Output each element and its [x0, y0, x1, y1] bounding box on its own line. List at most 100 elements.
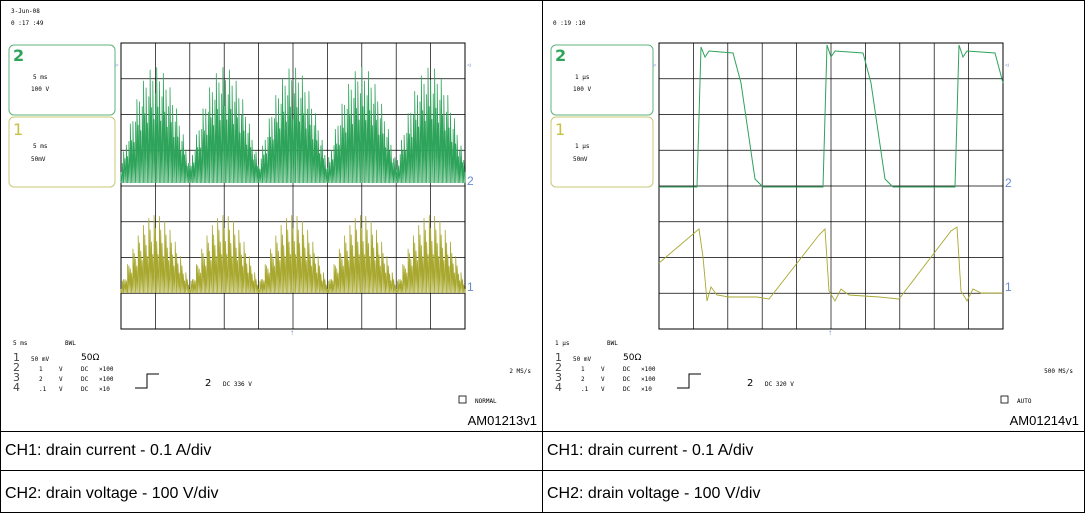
footer-ch4-row-probe: ×10 [99, 386, 110, 393]
footer-ch2-row-probe: ×100 [99, 366, 114, 373]
ch1-drain-current-trace [120, 215, 466, 294]
footer-ch4-row-probe: ×10 [641, 386, 652, 393]
ch2-timebase: 1 μs [575, 74, 590, 81]
ch1-drain-current-trace [658, 226, 1003, 302]
footer-ch2-row-probe: ×100 [641, 366, 656, 373]
ch1-ground-marker: 1 [1005, 280, 1012, 294]
footer-ch4-row-num: 4 [555, 381, 562, 394]
figure-tag: AM01213v1 [468, 413, 537, 428]
footer-ch3-row-unit: V [601, 376, 605, 383]
acquire-mode-box [1000, 395, 1009, 404]
figure-tag: AM01214v1 [1010, 413, 1079, 428]
right-trigger-marker: ◃ [1005, 62, 1009, 69]
footer-ch3-row-scale: 2 [39, 376, 43, 383]
time-readout: 0 :17 :49 [11, 20, 44, 27]
caption-left-ch2: CH2: drain voltage - 100 V/div [0, 470, 543, 513]
caption-text: CH2: drain voltage - 100 V/div [5, 485, 219, 502]
right-trigger-marker: ◃ [467, 62, 471, 69]
ch2-ground-marker: 2 [1005, 176, 1012, 190]
date-readout: 3-Jun-08 [11, 8, 40, 15]
ch1-ground-marker: 1 [467, 280, 474, 294]
footer-ch2-row-num: 2 [555, 361, 562, 374]
ch2-info-box [8, 44, 116, 116]
footer-ch4-row-coupling: DC [623, 386, 631, 393]
footer-ch3-row-probe: ×100 [99, 376, 114, 383]
footer-ch3-row-num: 3 [555, 371, 562, 384]
footer-ch3-row-scale: 2 [581, 376, 585, 383]
footer-ch2-row-unit: V [601, 366, 605, 373]
footer-ch2-row-scale: 1 [39, 366, 43, 373]
footer-ch1-row-num: 1 [555, 351, 562, 364]
footer-ch1-row-impedance: 50Ω [623, 353, 641, 363]
footer-ch3-row-unit: V [59, 376, 63, 383]
footer-ch3-row-probe: ×100 [641, 376, 656, 383]
ch2-volts-div: 100 V [573, 86, 591, 93]
trigger-edge-icon [677, 373, 701, 389]
sample-rate: 500 MS/s [1044, 368, 1073, 375]
caption-text: CH1: drain current - 0.1 A/div [547, 442, 754, 459]
footer-bwl: BWL [607, 340, 618, 347]
footer-timebase: 1 μs [555, 340, 570, 347]
caption-text: CH1: drain current - 0.1 A/div [5, 442, 212, 459]
caption-right-ch1: CH1: drain current - 0.1 A/div [542, 431, 1085, 471]
left-trigger-marker: ▹ [115, 62, 119, 69]
footer-ch3-row-num: 3 [13, 371, 20, 384]
footer-ch4-row-scale: .1 [581, 386, 589, 393]
ch2-drain-voltage-trace [659, 44, 1004, 188]
left-trigger-marker: ▹ [653, 62, 657, 69]
ch1-info-box [8, 116, 116, 188]
ch2-ground-marker: 2 [467, 174, 474, 188]
ch2-drain-voltage-trace [120, 66, 466, 184]
ch1-number: 1 [13, 120, 23, 139]
acquire-mode-box [458, 395, 467, 404]
ch2-timebase: 5 ms [33, 74, 48, 81]
footer-ch4-row-unit: V [59, 386, 63, 393]
footer-ch1-row-volts: 50 mV [573, 356, 591, 363]
trigger-position-marker: ↑ [290, 328, 294, 337]
footer-ch2-row-num: 2 [13, 361, 20, 374]
caption-text: CH2: drain voltage - 100 V/div [547, 485, 761, 502]
acquire-mode: NORMAL [475, 398, 497, 405]
trigger-edge-icon [135, 373, 159, 389]
footer-ch2-row-unit: V [59, 366, 63, 373]
ch1-volts-div: 50mV [31, 156, 46, 163]
trigger-channel: 2 [205, 378, 211, 389]
trigger-position-marker: ↑ [828, 328, 832, 337]
ch2-number: 2 [13, 46, 24, 65]
ch2-number: 2 [555, 46, 566, 65]
footer-ch2-row-coupling: DC [623, 366, 631, 373]
ch1-timebase: 1 μs [575, 143, 590, 150]
footer-ch4-row-scale: .1 [39, 386, 47, 393]
caption-left-ch1: CH1: drain current - 0.1 A/div [0, 431, 543, 471]
time-readout: 0 :19 :10 [553, 20, 586, 27]
trigger-level: DC 336 V [223, 381, 252, 388]
ch2-info-box [550, 44, 654, 116]
footer-ch1-row-volts: 50 mV [31, 356, 49, 363]
sample-rate: 2 MS/s [509, 368, 531, 375]
trigger-level: DC 320 V [765, 381, 794, 388]
footer-ch2-row-coupling: DC [81, 366, 89, 373]
footer-ch4-row-unit: V [601, 386, 605, 393]
ch1-volts-div: 50mV [573, 156, 588, 163]
acquire-mode: AUTO [1017, 398, 1032, 405]
caption-right-ch2: CH2: drain voltage - 100 V/div [542, 470, 1085, 513]
footer-ch3-row-coupling: DC [81, 376, 89, 383]
ch1-timebase: 5 ms [33, 143, 48, 150]
footer-ch2-row-scale: 1 [581, 366, 585, 373]
footer-ch4-row-coupling: DC [81, 386, 89, 393]
footer-ch3-row-coupling: DC [623, 376, 631, 383]
footer-timebase: 5 ms [13, 340, 28, 347]
footer-bwl: BWL [65, 340, 76, 347]
ch1-info-box [550, 116, 654, 188]
footer-ch4-row-num: 4 [13, 381, 20, 394]
trigger-channel: 2 [747, 378, 753, 389]
ch2-volts-div: 100 V [31, 86, 49, 93]
footer-ch1-row-impedance: 50Ω [81, 353, 99, 363]
ch1-number: 1 [555, 120, 565, 139]
footer-ch1-row-num: 1 [13, 351, 20, 364]
